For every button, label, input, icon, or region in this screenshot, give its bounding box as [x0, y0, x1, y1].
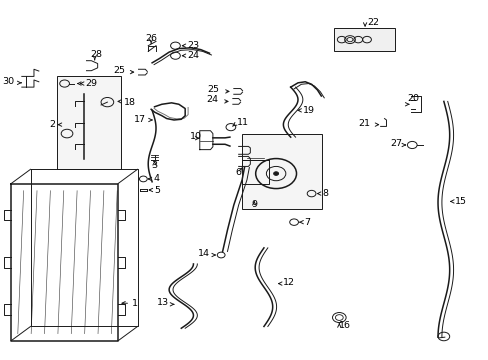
Text: 29: 29	[85, 79, 97, 88]
Text: 23: 23	[187, 41, 199, 50]
Text: 6: 6	[235, 168, 241, 177]
Text: 3: 3	[151, 161, 157, 170]
Text: 14: 14	[198, 249, 209, 258]
Text: 24: 24	[187, 51, 199, 60]
Bar	[57, 76, 120, 169]
Circle shape	[273, 172, 278, 175]
Text: 17: 17	[133, 115, 145, 124]
Text: 21: 21	[358, 119, 369, 128]
Text: 5: 5	[154, 185, 160, 194]
Text: 16: 16	[339, 321, 350, 330]
Text: 9: 9	[251, 200, 257, 209]
Text: 11: 11	[236, 118, 248, 127]
Text: 19: 19	[302, 106, 314, 115]
Text: 7: 7	[303, 218, 309, 227]
Text: 15: 15	[454, 197, 466, 206]
Text: 24: 24	[206, 95, 218, 104]
Text: 22: 22	[366, 18, 378, 27]
Bar	[334, 28, 394, 51]
Text: 26: 26	[144, 35, 157, 44]
Text: 2: 2	[49, 120, 56, 129]
Text: 30: 30	[2, 77, 15, 86]
Text: 12: 12	[283, 278, 295, 287]
Text: 25: 25	[113, 66, 125, 75]
Text: 4: 4	[153, 175, 159, 184]
Text: 28: 28	[90, 50, 102, 59]
Text: 8: 8	[322, 189, 327, 198]
Text: 13: 13	[157, 298, 169, 307]
Text: 25: 25	[207, 85, 219, 94]
Text: 18: 18	[123, 98, 135, 107]
Bar	[242, 160, 268, 184]
Bar	[242, 134, 322, 208]
Text: 1: 1	[131, 299, 138, 308]
Text: 10: 10	[190, 131, 202, 140]
Text: 20: 20	[406, 94, 418, 103]
Text: 27: 27	[389, 139, 402, 148]
